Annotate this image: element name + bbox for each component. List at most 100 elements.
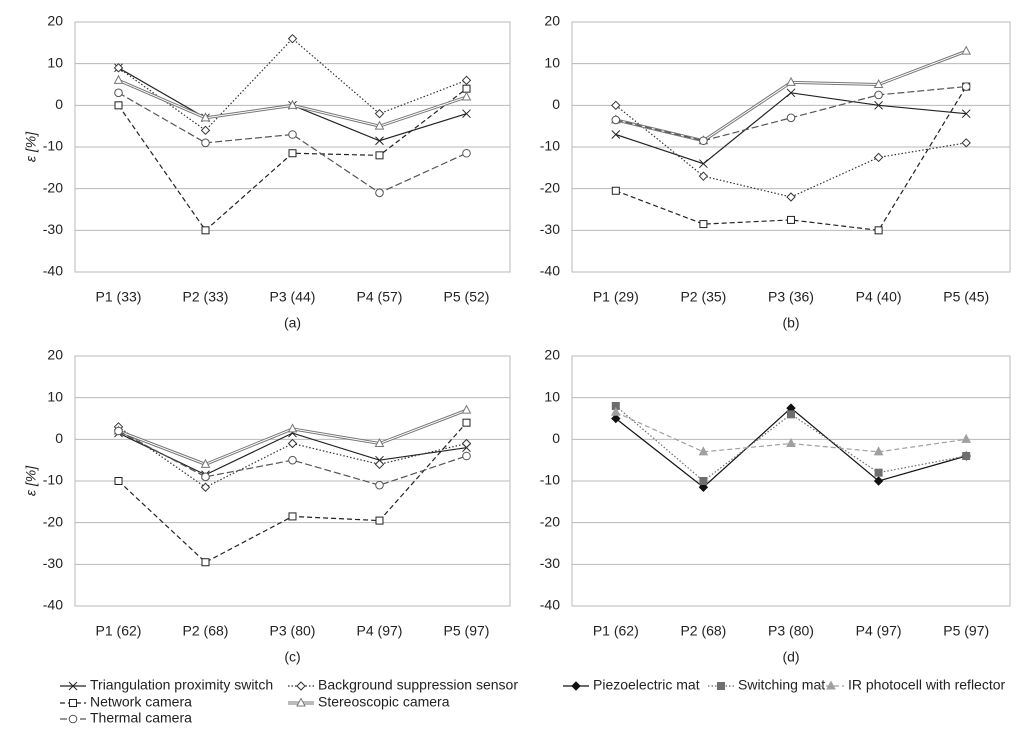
legend-marker [69, 699, 77, 707]
y-tick-label: 10 [544, 388, 560, 404]
y-axis-label: ε [%] [23, 465, 39, 496]
legend-label: Stereoscopic camera [318, 694, 450, 710]
y-tick-label: -10 [43, 472, 63, 488]
marker [699, 220, 708, 229]
marker [874, 100, 883, 110]
y-tick-label: -30 [43, 555, 63, 571]
marker [462, 451, 471, 461]
legend-label: Network camera [90, 694, 192, 710]
plot-frame [74, 355, 511, 607]
marker [200, 482, 211, 492]
plot-frame [571, 355, 1011, 607]
legend-label: Triangulation proximity switch [90, 677, 273, 693]
x-tick-label: P2 (68) [680, 623, 726, 639]
legend-label: Background suppression sensor [318, 677, 518, 693]
x-tick-label: P4 (97) [357, 623, 403, 639]
y-tick-label: 20 [47, 13, 63, 29]
x-tick-label: P5 (97) [943, 623, 989, 639]
y-tick-label: -40 [540, 263, 560, 279]
marker [786, 76, 796, 86]
y-tick-label: 0 [55, 96, 63, 112]
marker [611, 115, 621, 125]
x-tick-label: P1 (33) [96, 289, 142, 305]
y-tick-label: -20 [43, 179, 63, 195]
y-tick-label: -10 [540, 472, 560, 488]
marker [114, 88, 123, 98]
marker [374, 120, 385, 130]
marker [200, 125, 211, 136]
y-tick-label: -20 [540, 179, 560, 195]
y-tick-label: 10 [544, 54, 560, 70]
marker [961, 433, 972, 443]
x-tick-label: P1 (62) [593, 623, 639, 639]
marker [611, 413, 621, 424]
marker [374, 459, 385, 470]
marker [201, 472, 210, 482]
legend-label: Switching mat [738, 677, 825, 693]
marker [374, 437, 385, 447]
marker [201, 558, 210, 567]
x-tick-label: P5 (45) [943, 289, 989, 305]
legend-marker [571, 681, 581, 691]
x-tick-label: P4 (97) [856, 623, 902, 639]
marker [786, 113, 796, 123]
caption: (b) [782, 315, 799, 331]
x-tick-label: P5 (97) [444, 623, 490, 639]
x-tick-label: P3 (36) [768, 289, 814, 305]
marker [287, 33, 298, 44]
legend-marker [826, 680, 836, 690]
marker [461, 75, 472, 86]
marker [698, 171, 709, 181]
marker [699, 477, 708, 485]
marker [698, 446, 709, 456]
caption: (c) [284, 649, 300, 665]
marker [874, 226, 883, 235]
y-tick-label: 0 [552, 430, 560, 446]
marker [462, 84, 471, 93]
x-tick-label: P2 (68) [183, 623, 229, 639]
y-tick-label: -40 [43, 263, 63, 279]
marker [375, 188, 384, 198]
x-tick-label: P2 (33) [183, 289, 229, 305]
marker [113, 74, 124, 84]
marker [611, 186, 620, 195]
x-tick-label: P5 (52) [444, 289, 490, 305]
series-line [118, 88, 467, 232]
marker [375, 151, 384, 160]
marker [288, 130, 297, 139]
marker [874, 90, 883, 100]
y-tick-label: 10 [47, 54, 63, 70]
marker [114, 426, 123, 436]
marker [114, 101, 123, 110]
marker [962, 452, 971, 460]
x-tick-label: P3 (80) [270, 623, 316, 639]
series-line [615, 92, 967, 165]
series-line [118, 37, 467, 132]
marker [462, 418, 471, 427]
y-tick-label: 20 [544, 13, 560, 29]
legend-label: Piezoelectric mat [593, 677, 700, 693]
marker [461, 91, 472, 101]
marker [787, 215, 795, 224]
marker [873, 476, 884, 486]
series-line-inner [615, 50, 967, 142]
marker [200, 458, 211, 468]
legend-marker [68, 681, 78, 691]
marker [287, 438, 298, 449]
marker [610, 406, 621, 416]
x-tick-label: P4 (57) [357, 289, 403, 305]
y-tick-label: -40 [43, 597, 63, 613]
caption: (a) [284, 315, 301, 331]
legend-label: IR photocell with reflector [848, 677, 1006, 693]
legend-marker [296, 681, 306, 691]
marker [201, 138, 210, 148]
marker [873, 78, 884, 88]
plot-frame [571, 21, 1011, 273]
marker [873, 152, 884, 163]
series-line [615, 49, 967, 143]
marker [113, 63, 124, 73]
x-tick-label: P2 (35) [680, 289, 726, 305]
legend-marker [717, 682, 725, 690]
marker [961, 45, 972, 55]
y-tick-label: 20 [47, 347, 63, 363]
